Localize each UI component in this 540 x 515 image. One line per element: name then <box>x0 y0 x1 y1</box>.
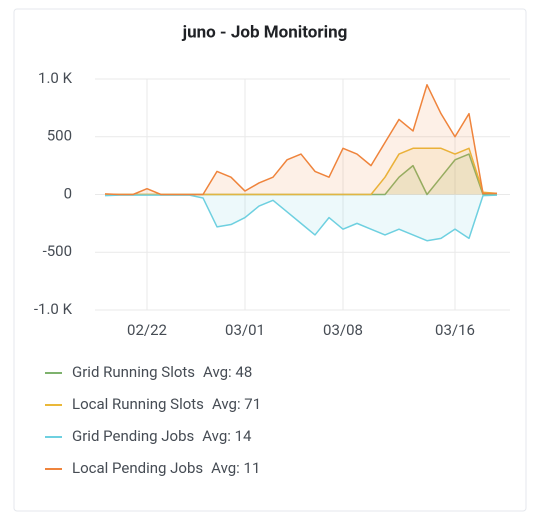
series-area <box>105 84 497 195</box>
x-tick-label: 02/22 <box>127 321 167 339</box>
x-tick-label: 03/08 <box>323 321 363 339</box>
panel-frame <box>13 8 527 512</box>
legend: Grid Running Slots Avg: 48 Local Running S… <box>45 363 261 477</box>
legend-label: Grid Pending Jobs <box>72 427 194 445</box>
x-tick-label: 03/01 <box>225 321 265 339</box>
x-tick-label: 03/16 <box>435 321 475 339</box>
legend-value: Avg: 48 <box>203 363 252 381</box>
y-tick-label: -500 <box>43 242 72 260</box>
y-tick-label: -1.0 K <box>34 300 73 318</box>
y-tick-label: 0 <box>64 184 72 202</box>
series-area <box>105 154 497 195</box>
panel-title: juno - Job Monitoring <box>182 22 348 42</box>
legend-value: Avg: 71 <box>212 395 261 413</box>
series-line <box>104 84 497 196</box>
y-tick-label: 500 <box>47 127 72 145</box>
legend-value: Avg: 14 <box>202 427 252 445</box>
legend-label: Local Running Slots <box>72 395 204 413</box>
y-tick-label: 1.0 K <box>38 69 73 87</box>
legend-label: Local Pending Jobs <box>72 459 203 477</box>
legend-label: Grid Running Slots <box>72 363 195 381</box>
legend-value: Avg: 11 <box>211 459 260 477</box>
plot: 1.0 K 500 0 -500 -1.0 K 02/22 03/01 03/08 03/16 <box>34 69 510 339</box>
series-area <box>105 148 497 195</box>
